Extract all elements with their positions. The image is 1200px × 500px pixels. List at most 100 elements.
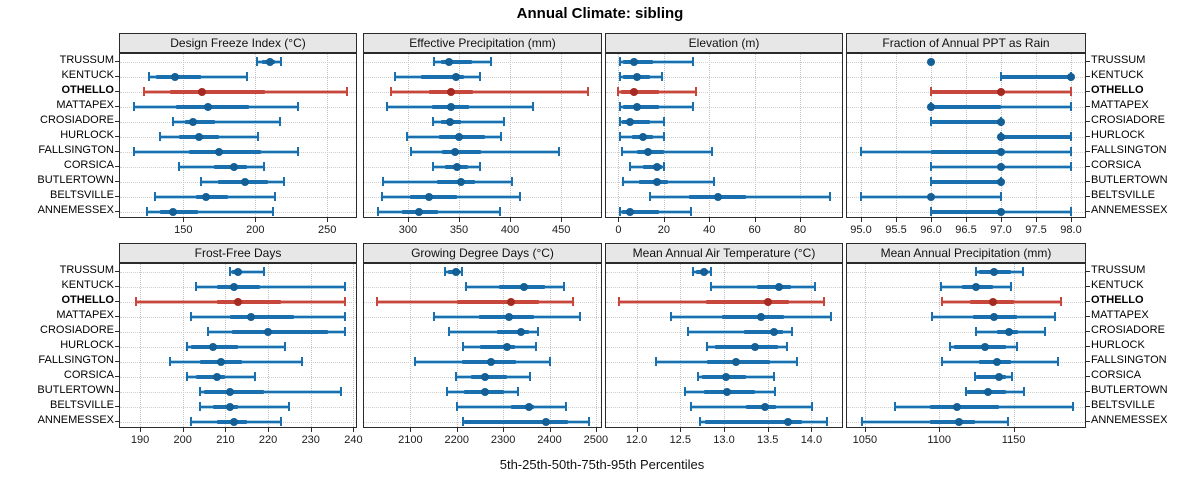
row-tick-left xyxy=(115,150,119,152)
whisker-cap xyxy=(531,102,534,111)
gridline-horizontal xyxy=(606,211,842,213)
whisker-cap xyxy=(343,282,346,291)
median-dot xyxy=(234,267,243,276)
percentile-25-75-band xyxy=(212,404,239,409)
percentile-25-75-band xyxy=(954,344,1007,349)
site-label-hurlock: HURLOCK xyxy=(60,339,114,351)
row-tick-left xyxy=(115,180,119,182)
axis-tick xyxy=(709,218,711,222)
row-tick-right xyxy=(1086,405,1090,407)
whisker-cap xyxy=(694,87,697,96)
axis-tick-label: 1050 xyxy=(852,434,878,446)
median-dot xyxy=(452,162,461,171)
site-label-beltsville: BELTSVILLE xyxy=(1091,399,1155,411)
axis-tick-label: 97.5 xyxy=(1025,224,1047,236)
percentile-25-75-band xyxy=(457,299,540,304)
whisker-cap xyxy=(186,342,188,351)
axis-tick xyxy=(225,428,227,432)
whisker-cap xyxy=(696,372,699,381)
axis-tick-label: 300 xyxy=(398,224,418,236)
axis-tick-label: 14.0 xyxy=(800,434,823,446)
whisker-cap xyxy=(689,402,692,411)
gridline-horizontal xyxy=(606,166,842,168)
whisker-cap xyxy=(618,117,621,126)
row-tick-right xyxy=(1086,330,1090,332)
whisker-cap xyxy=(829,312,832,321)
axis-tick xyxy=(183,218,185,222)
axis-tick xyxy=(456,428,458,432)
percentile-25-75-band xyxy=(184,119,215,124)
site-label-trussum: TRUSSUM xyxy=(59,54,114,66)
axis-tick xyxy=(140,428,142,432)
site-label-corsica: CORSICA xyxy=(63,159,114,171)
median-dot xyxy=(505,312,514,321)
gridline-horizontal xyxy=(606,136,842,138)
median-dot xyxy=(1005,327,1014,336)
whisker-cap xyxy=(133,102,136,111)
median-dot xyxy=(503,342,512,351)
site-label-annemessex: ANNEMESSEX xyxy=(1091,204,1168,216)
axis-tick-label: 200 xyxy=(173,434,192,446)
percentile-25-75-band xyxy=(1001,74,1071,79)
axis-tick-label: 190 xyxy=(130,434,150,446)
whisker-cap xyxy=(930,87,932,96)
median-dot xyxy=(445,117,454,126)
whisker-cap xyxy=(297,147,300,156)
whisker-cap xyxy=(628,162,631,171)
whisker-cap xyxy=(279,417,282,426)
whisker-cap xyxy=(941,297,944,306)
axis-tick xyxy=(724,428,725,432)
whisker-cap xyxy=(1043,327,1046,336)
axis-tick-label: 20 xyxy=(657,224,670,236)
percentile-25-75-band xyxy=(195,374,226,379)
axis-tick xyxy=(410,428,412,432)
row-tick-right xyxy=(1086,300,1090,302)
median-dot xyxy=(229,417,238,426)
percentile-25-75-band xyxy=(931,209,1001,214)
whisker-cap xyxy=(186,372,188,381)
whisker-cap xyxy=(562,282,565,291)
axis-tick-label: 13.0 xyxy=(713,434,735,446)
gridline-horizontal xyxy=(120,61,356,63)
panel-plot-area xyxy=(363,53,602,218)
axis-tick xyxy=(561,218,563,222)
percentile-25-75-band xyxy=(409,194,457,199)
site-label-othello: OTHELLO xyxy=(1091,294,1144,306)
whisker-cap xyxy=(692,267,695,276)
whisker-cap xyxy=(198,387,201,396)
whisker-cap xyxy=(499,132,502,141)
median-dot xyxy=(630,87,639,96)
median-dot xyxy=(264,327,273,336)
site-label-beltsville: BELTSVILLE xyxy=(50,189,114,201)
gridline-vertical xyxy=(931,54,932,217)
whisker-cap xyxy=(622,177,625,186)
median-dot xyxy=(215,147,224,156)
whisker-cap xyxy=(1011,372,1014,381)
gridline-horizontal xyxy=(606,181,842,183)
axis-tick xyxy=(549,428,551,432)
whisker-cap xyxy=(709,282,712,291)
whisker-cap xyxy=(618,57,621,66)
percentile-5-95-line xyxy=(410,150,560,153)
median-dot xyxy=(990,312,999,321)
gridline-horizontal xyxy=(606,76,842,78)
whisker-cap xyxy=(1070,207,1072,216)
whisker-cap xyxy=(588,417,591,426)
axis-tick-label: 220 xyxy=(258,434,278,446)
median-dot xyxy=(208,342,217,351)
site-label-fallsington: FALLSINGTON xyxy=(1091,144,1167,156)
whisker-cap xyxy=(190,417,193,426)
median-dot xyxy=(195,132,204,141)
gridline-horizontal xyxy=(364,76,601,78)
row-tick-left xyxy=(115,375,119,377)
axis-tick-label: 95.0 xyxy=(850,224,872,236)
site-label-trussum: TRUSSUM xyxy=(1091,264,1146,276)
median-dot xyxy=(425,192,434,201)
panel-plot-area xyxy=(605,53,843,218)
percentile-25-75-band xyxy=(479,344,515,349)
site-labels-left: TRUSSUM KENTUCK OTHELLO MATTAPEX CROSIADORE H… xyxy=(0,263,114,428)
row-tick-right xyxy=(1086,345,1090,347)
percentile-5-95-line xyxy=(621,150,712,153)
whisker-cap xyxy=(1070,87,1072,96)
